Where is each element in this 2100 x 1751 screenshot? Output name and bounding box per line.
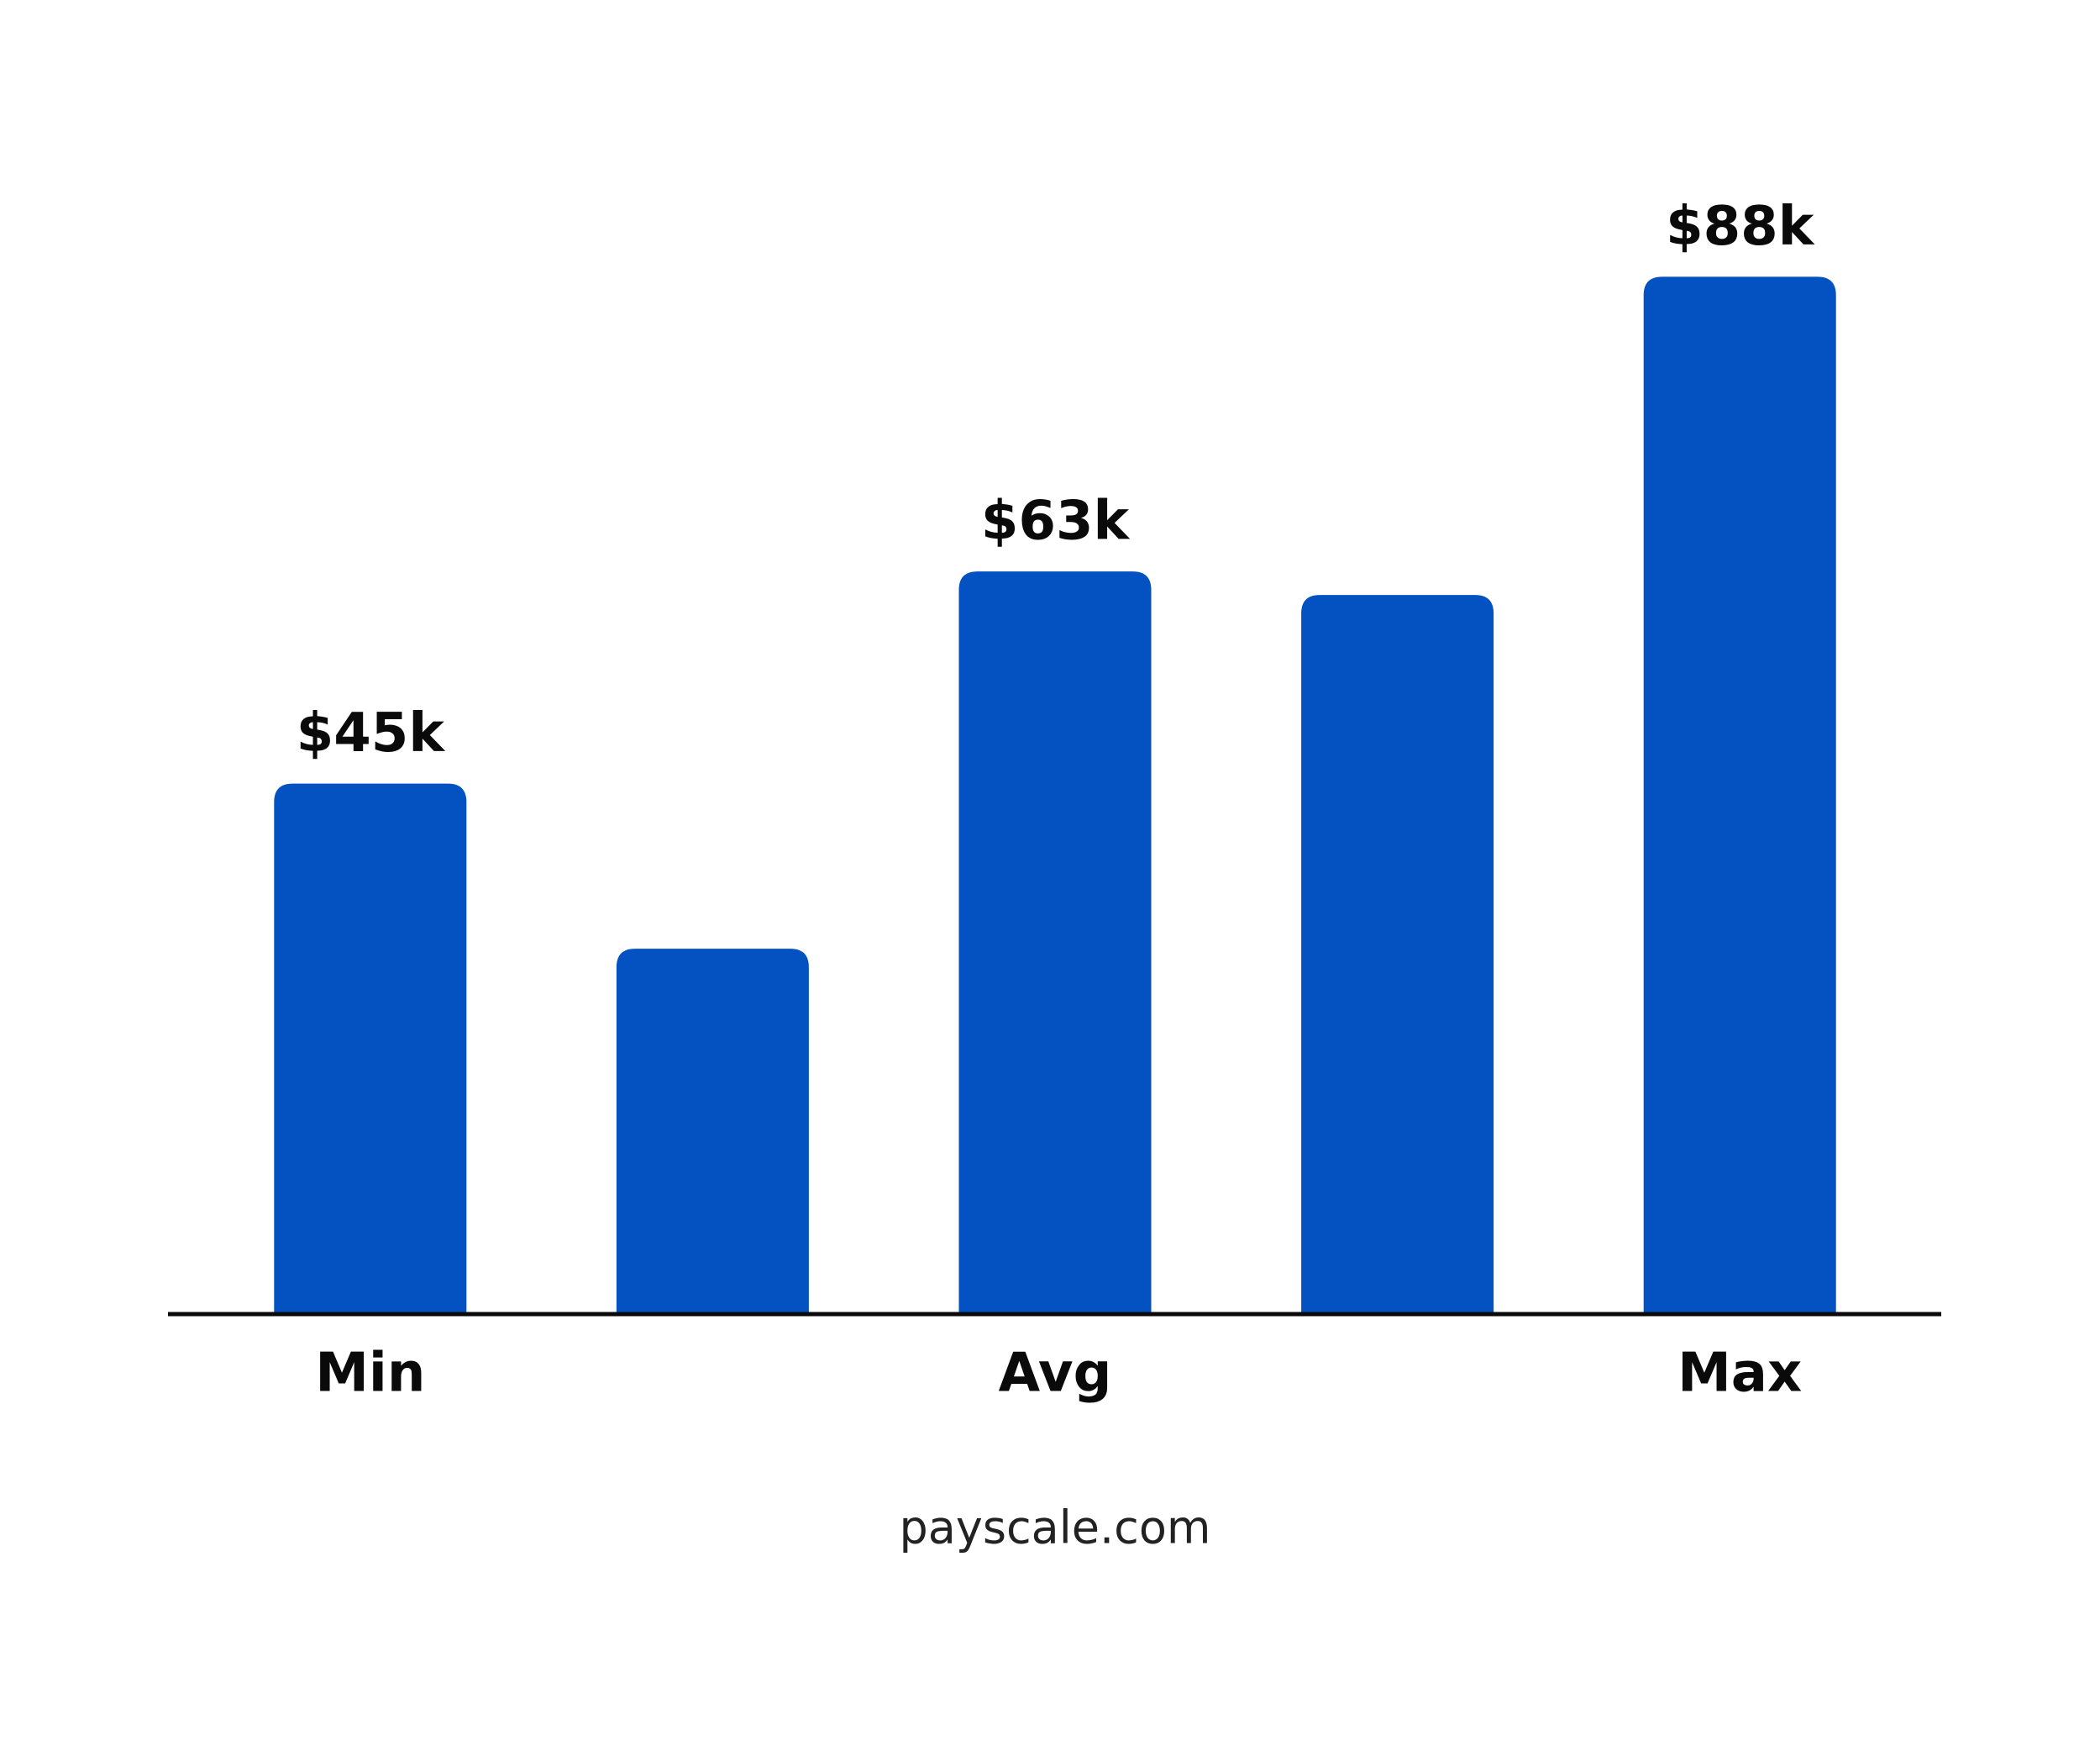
bar bbox=[274, 783, 467, 1314]
bar bbox=[1643, 276, 1836, 1314]
x-tick-label: Avg bbox=[999, 1343, 1112, 1405]
value-label: $45k bbox=[297, 702, 446, 765]
value-label: $88k bbox=[1666, 196, 1815, 258]
bar bbox=[958, 571, 1152, 1314]
x-tick-label: Min bbox=[315, 1343, 425, 1405]
x-tick-label: Max bbox=[1677, 1343, 1802, 1405]
bar bbox=[1301, 595, 1494, 1314]
value-label: $63k bbox=[981, 491, 1131, 553]
bar bbox=[616, 949, 809, 1314]
source: payscale.com bbox=[900, 1501, 1211, 1554]
